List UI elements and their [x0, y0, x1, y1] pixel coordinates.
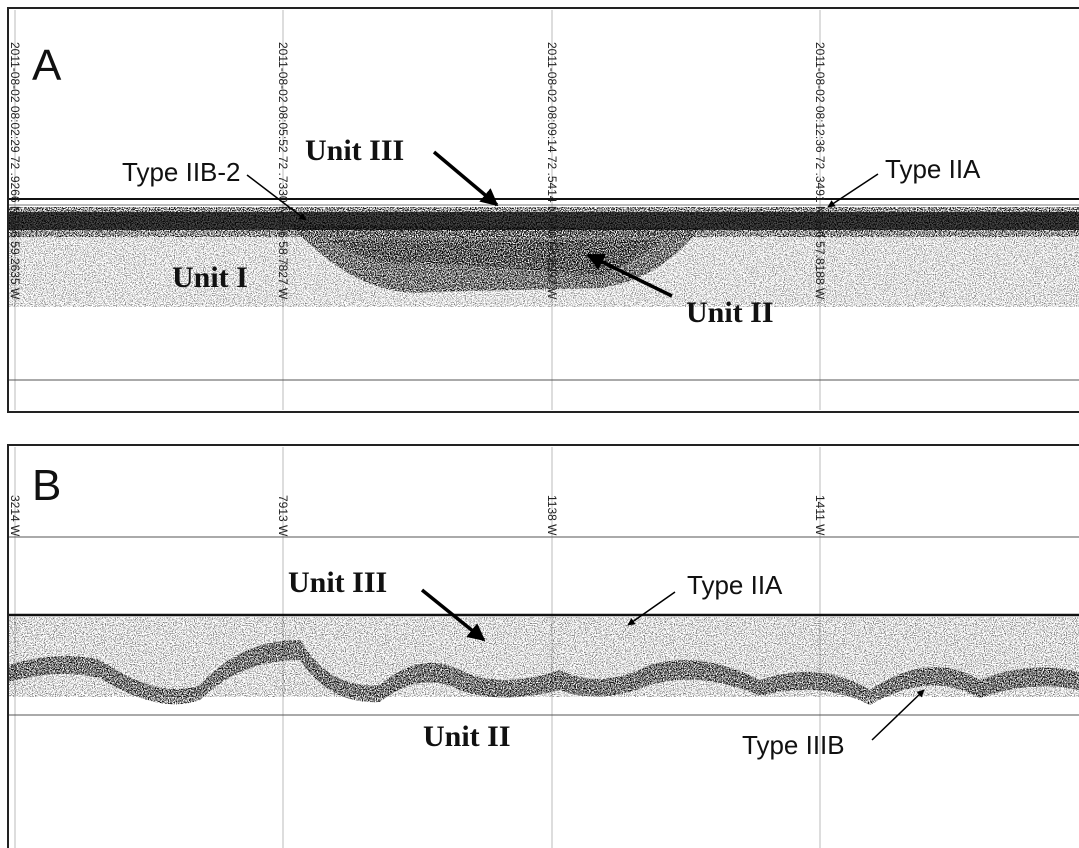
annotation: Unit III	[288, 566, 387, 599]
panel-label: A	[32, 41, 62, 90]
annotation: Type IIA	[687, 570, 783, 600]
timestamp: 2011-08-02 08:05:52 72 .7330 N 166 58.78…	[276, 42, 290, 300]
panel-b: B 3214 W 7913 W 1138 W 1411 W Unit III T…	[8, 445, 1079, 848]
timestamp: 2011-08-02 08:12:36 72 .3491 N 166 57.81…	[813, 42, 827, 300]
annotation: Type IIIB	[742, 730, 845, 760]
arrow	[434, 152, 497, 205]
timestamp: 2011-08-02 08:09:14 72 .5414 N 166 58.29…	[545, 42, 559, 300]
annotation: Unit III	[305, 134, 404, 167]
panel-label: B	[32, 461, 61, 510]
profile	[9, 615, 1079, 705]
timestamp: 7913 W	[276, 495, 290, 537]
timestamp: 3214 W	[8, 495, 22, 537]
annotation: Type IIB-2	[122, 157, 241, 187]
panel-a: A 2011-08-02 08:02:29 72 .9266 N 166 59.…	[8, 8, 1079, 412]
timestamp: 1138 W	[545, 495, 559, 536]
timestamp: 1411 W	[813, 495, 827, 536]
timestamp: 2011-08-02 08:02:29 72 .9266 N 166 59.26…	[8, 42, 22, 300]
profile	[9, 199, 1079, 307]
annotation: Unit II	[423, 720, 511, 753]
annotation: Type IIA	[885, 154, 981, 184]
annotation: Unit II	[686, 296, 774, 329]
figure: A 2011-08-02 08:02:29 72 .9266 N 166 59.…	[0, 0, 1079, 848]
annotation: Unit I	[172, 261, 248, 294]
arrow	[828, 174, 878, 207]
